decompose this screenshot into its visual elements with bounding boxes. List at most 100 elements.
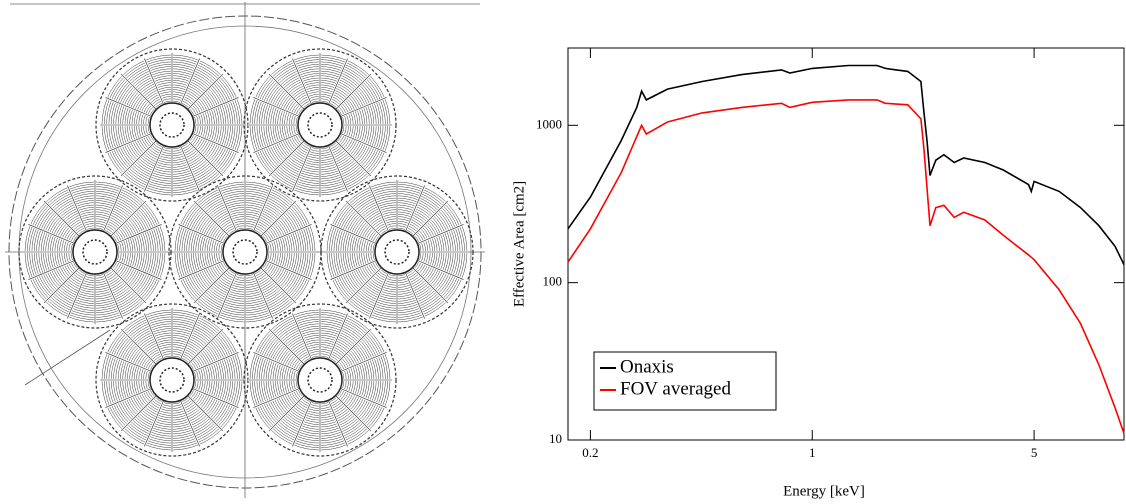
spoke [292, 392, 315, 447]
legend-label: FOV averaged [620, 378, 731, 399]
hub [159, 112, 185, 138]
spoke [105, 352, 160, 375]
spoke [409, 224, 464, 247]
spoke [43, 261, 86, 304]
x-axis-label: Energy [keV] [783, 483, 865, 499]
spoke [325, 392, 348, 447]
spoke [105, 130, 160, 153]
spoke [253, 97, 308, 120]
spoke [105, 385, 160, 408]
spoke [184, 352, 239, 375]
spoke [28, 224, 83, 247]
spoke [104, 261, 147, 304]
spoke [330, 257, 385, 280]
spoke [104, 200, 147, 243]
chart: Energy [keV] Effective Area [cm2] 0.2 1 5 1… [511, 47, 1125, 499]
spoke [181, 328, 224, 371]
hub [297, 357, 343, 403]
spoke [250, 264, 273, 319]
spoke [120, 73, 163, 116]
module-rim [320, 175, 474, 329]
y-tick-label: 1000 [536, 116, 562, 131]
spoke [345, 200, 388, 243]
spoke [177, 58, 200, 113]
mirror-module [168, 175, 322, 329]
spoke [184, 130, 239, 153]
spoke [100, 185, 123, 240]
spoke [217, 264, 240, 319]
spoke [250, 185, 273, 240]
mirror-module [243, 303, 397, 457]
hub [222, 229, 268, 275]
series-line [567, 99, 1125, 434]
spoke [120, 328, 163, 371]
spoke [268, 328, 311, 371]
spoke [345, 261, 388, 304]
hub [232, 239, 258, 265]
spoke [369, 185, 392, 240]
spoke [178, 257, 233, 280]
spoke [332, 130, 387, 153]
module-rim [243, 48, 397, 202]
spoke [120, 389, 163, 432]
spoke [402, 185, 425, 240]
spoke [406, 261, 449, 304]
series-line [567, 64, 1125, 266]
hub [149, 102, 195, 148]
hub [384, 239, 410, 265]
x-tick-label: 1 [809, 445, 816, 460]
spoke [268, 134, 311, 177]
spoke [144, 58, 167, 113]
spoke [144, 137, 167, 192]
spoke [329, 134, 372, 177]
spoke [253, 352, 308, 375]
y-tick-label: 100 [543, 274, 563, 289]
spoke [332, 97, 387, 120]
y-axis-label: Effective Area [cm2] [511, 181, 527, 307]
spoke [177, 313, 200, 368]
leader-line [24, 329, 111, 386]
spoke [292, 137, 315, 192]
hub [297, 102, 343, 148]
spoke [253, 130, 308, 153]
spoke [100, 264, 123, 319]
module-rim [18, 175, 172, 329]
legend-box [593, 351, 777, 411]
spoke [217, 185, 240, 240]
spoke [330, 224, 385, 247]
plot-frame [567, 47, 1125, 441]
spoke [193, 200, 236, 243]
spoke [268, 389, 311, 432]
spoke [254, 261, 297, 304]
spoke [67, 185, 90, 240]
spoke [409, 257, 464, 280]
spoke [332, 352, 387, 375]
mirror-module [95, 303, 249, 457]
spoke [28, 257, 83, 280]
mirror-module [95, 48, 249, 202]
spoke [177, 137, 200, 192]
spoke [120, 134, 163, 177]
spoke [257, 224, 312, 247]
spoke [181, 134, 224, 177]
spoke [292, 58, 315, 113]
module-rim [168, 175, 322, 329]
spoke [105, 97, 160, 120]
spoke [253, 385, 308, 408]
hub [149, 357, 195, 403]
spoke [144, 313, 167, 368]
x-tick-label: 0.2 [582, 445, 598, 460]
mirror-module-drawing [5, 2, 485, 498]
spoke [292, 313, 315, 368]
spoke [329, 328, 372, 371]
hub [82, 239, 108, 265]
spoke [325, 313, 348, 368]
spoke [254, 200, 297, 243]
spoke [369, 264, 392, 319]
spoke [332, 385, 387, 408]
x-tick-label: 5 [1031, 445, 1038, 460]
mirror-module [320, 175, 474, 329]
y-tick-label: 10 [549, 431, 562, 446]
hub [159, 367, 185, 393]
